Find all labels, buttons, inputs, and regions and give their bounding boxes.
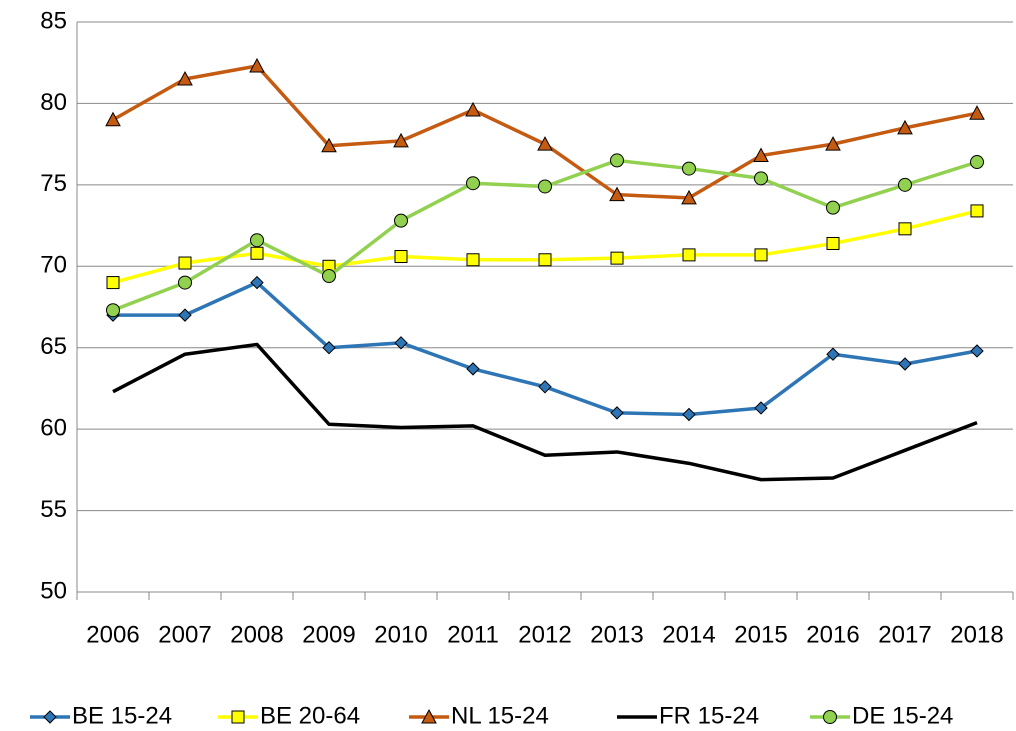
marker	[754, 171, 768, 186]
marker	[970, 344, 984, 358]
legend-marker	[231, 710, 245, 724]
x-tick-label: 2007	[158, 621, 211, 648]
marker	[466, 362, 480, 376]
marker	[321, 137, 337, 153]
x-tick-label: 2011	[447, 621, 499, 648]
series-line	[113, 280, 978, 417]
marker	[826, 347, 840, 361]
x-tick-label: 2018	[950, 621, 1003, 648]
y-tick-label: 70	[40, 252, 67, 279]
marker	[682, 161, 696, 176]
y-tick-label: 80	[40, 89, 67, 116]
marker	[393, 132, 409, 148]
marker	[754, 401, 768, 415]
y-tick-label: 85	[40, 7, 67, 34]
marker	[178, 308, 192, 322]
x-tick-label: 2013	[590, 621, 643, 648]
marker	[610, 153, 624, 168]
x-tick-label: 2016	[806, 621, 859, 648]
marker	[898, 357, 912, 371]
marker	[466, 176, 480, 191]
marker	[826, 236, 840, 250]
y-tick-label: 75	[40, 170, 67, 197]
y-tick-label: 55	[40, 496, 67, 523]
legend-marker	[421, 708, 437, 724]
marker	[250, 275, 264, 290]
marker	[106, 276, 120, 290]
marker	[394, 336, 408, 350]
marker	[465, 101, 481, 117]
x-tick-label: 2014	[662, 621, 715, 648]
marker	[394, 213, 408, 228]
marker	[538, 253, 552, 267]
legend-label: FR 15-24	[659, 702, 759, 729]
marker	[682, 248, 696, 262]
marker	[754, 248, 768, 262]
marker	[250, 246, 264, 260]
marker	[106, 303, 120, 318]
marker	[898, 222, 912, 236]
series-line	[112, 342, 978, 482]
marker	[178, 275, 192, 290]
x-tick-label: 2017	[878, 621, 931, 648]
marker	[538, 179, 552, 194]
marker	[609, 186, 625, 202]
x-tick-label: 2010	[374, 621, 427, 648]
marker	[826, 200, 840, 215]
y-tick-label: 65	[40, 333, 67, 360]
marker	[897, 119, 913, 135]
marker	[537, 136, 553, 151]
marker	[610, 406, 624, 420]
marker	[753, 147, 769, 163]
marker	[177, 70, 193, 86]
y-tick-label: 60	[40, 414, 67, 441]
marker	[249, 57, 265, 73]
marker	[610, 251, 624, 265]
legend-label: BE 15-24	[72, 702, 172, 729]
marker	[538, 380, 552, 394]
x-tick-label: 2015	[734, 621, 787, 648]
legend-label: DE 15-24	[852, 702, 953, 729]
marker	[178, 256, 192, 270]
marker	[105, 111, 121, 127]
x-tick-label: 2008	[230, 621, 283, 648]
marker	[322, 269, 336, 284]
marker	[970, 155, 984, 170]
marker	[682, 407, 696, 422]
marker	[394, 250, 408, 264]
marker	[825, 136, 841, 151]
marker	[322, 341, 336, 355]
marker	[250, 233, 264, 248]
marker	[970, 204, 984, 218]
x-tick-label: 2006	[86, 621, 139, 648]
marker	[898, 177, 912, 192]
legend-marker	[43, 710, 57, 724]
legend-marker	[823, 710, 837, 724]
series-line	[112, 64, 978, 200]
legend-label: BE 20-64	[260, 702, 360, 729]
x-tick-label: 2009	[302, 621, 355, 648]
legend-label: NL 15-24	[451, 702, 549, 729]
x-tick-label: 2012	[518, 621, 571, 648]
marker	[681, 189, 697, 205]
marker	[466, 253, 480, 267]
y-tick-label: 50	[40, 577, 67, 604]
marker	[969, 105, 985, 120]
